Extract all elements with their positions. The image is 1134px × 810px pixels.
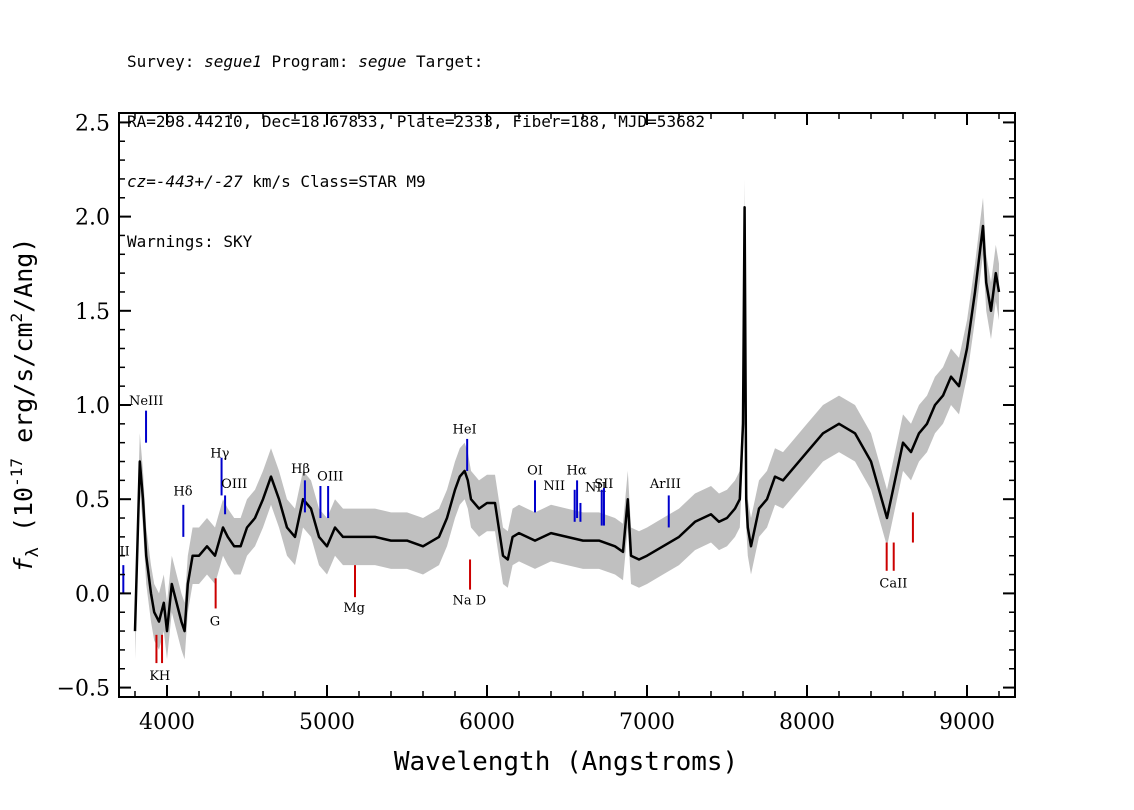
x-tick-label: 8000 xyxy=(779,710,835,735)
cz-label: cz xyxy=(127,172,147,191)
line-marker-label: ArIII xyxy=(649,477,681,492)
program-value: segue xyxy=(358,52,407,71)
ylabel-prefix: (10 xyxy=(9,487,38,547)
x-tick-label: 7000 xyxy=(619,710,675,735)
x-tick-label: 9000 xyxy=(939,710,995,735)
line-marker-label: OI xyxy=(527,464,543,479)
line-marker-label: Hγ xyxy=(210,447,229,462)
target-label: Target: xyxy=(406,52,484,71)
flux-layer xyxy=(133,205,1001,633)
ylabel-symbol: f xyxy=(9,556,38,572)
y-tick-label: 2.0 xyxy=(75,206,110,231)
cz-value: -443+/-27 xyxy=(155,172,243,191)
ylabel-exponent-2: 2 xyxy=(7,313,26,323)
y-axis: −0.5 0.0 0.5 1.0 1.5 2.0 2.5 xyxy=(57,111,1015,702)
line-marker-label: NeIII xyxy=(129,394,163,409)
line-marker-label: II xyxy=(119,545,129,560)
line-marker-label: NII xyxy=(543,479,565,494)
x-tick-label: 5000 xyxy=(299,710,355,735)
ylabel-exponent: -17 xyxy=(7,458,26,487)
error-band xyxy=(135,178,999,660)
plot-frame xyxy=(118,112,1016,698)
line-marker-label: G xyxy=(210,614,220,629)
y-tick-label: 2.5 xyxy=(75,111,110,136)
program-label: Program: xyxy=(261,52,359,71)
spectrum-header: Survey: segue1 Program: segue Target: RA… xyxy=(127,12,705,272)
ylabel-suffix: /Ang) xyxy=(9,238,38,313)
x-axis: 4000 5000 6000 7000 8000 9000 xyxy=(134,113,1000,735)
class-text: km/s Class=STAR M9 xyxy=(242,172,426,191)
line-marker-label: NII xyxy=(585,481,607,496)
flux-line xyxy=(133,205,1001,633)
line-marker-label: SII xyxy=(594,477,613,492)
line-marker-label: HeI xyxy=(453,422,477,437)
header-line-1: Survey: segue1 Program: segue Target: xyxy=(127,52,705,72)
line-marker-label: CaII xyxy=(879,577,907,592)
y-tick-label: 1.0 xyxy=(75,394,110,419)
line-marker-label: Na D xyxy=(453,594,487,609)
survey-value: segue1 xyxy=(204,52,262,71)
x-tick-label: 4000 xyxy=(139,710,195,735)
line-marker-label: Hβ xyxy=(291,462,310,477)
line-marker-label: H xyxy=(159,669,170,684)
line-marker-label: OIII xyxy=(317,469,343,484)
line-marker-label: Hα xyxy=(567,464,587,479)
line-marker-label: Hδ xyxy=(173,484,192,499)
ylabel-units: erg/s/cm xyxy=(9,323,38,458)
ylabel-subscript: λ xyxy=(23,547,43,557)
y-tick-label: 0.5 xyxy=(75,488,110,513)
error-band-layer xyxy=(135,178,999,660)
y-tick-label: 1.5 xyxy=(75,300,110,325)
header-line-3: cz=-443+/-27 km/s Class=STAR M9 xyxy=(127,172,705,192)
y-tick-label: −0.5 xyxy=(57,677,110,702)
line-marker-label: K xyxy=(149,669,159,684)
header-line-2: RA=298.44210, Dec=18.67833, Plate=2333, … xyxy=(127,112,705,131)
y-tick-label: 0.0 xyxy=(75,582,110,607)
x-axis-label: Wavelength (Angstroms) xyxy=(394,747,738,777)
header-line-4: Warnings: SKY xyxy=(127,232,253,251)
cz-equals: = xyxy=(146,172,156,191)
line-marker-label: Mg xyxy=(343,601,365,616)
y-axis-label: fλ (10-17 erg/s/cm2/Ang) xyxy=(7,238,43,573)
x-tick-label: 6000 xyxy=(459,710,515,735)
line-marker-label: OIII xyxy=(221,477,247,492)
survey-label: Survey: xyxy=(127,52,205,71)
